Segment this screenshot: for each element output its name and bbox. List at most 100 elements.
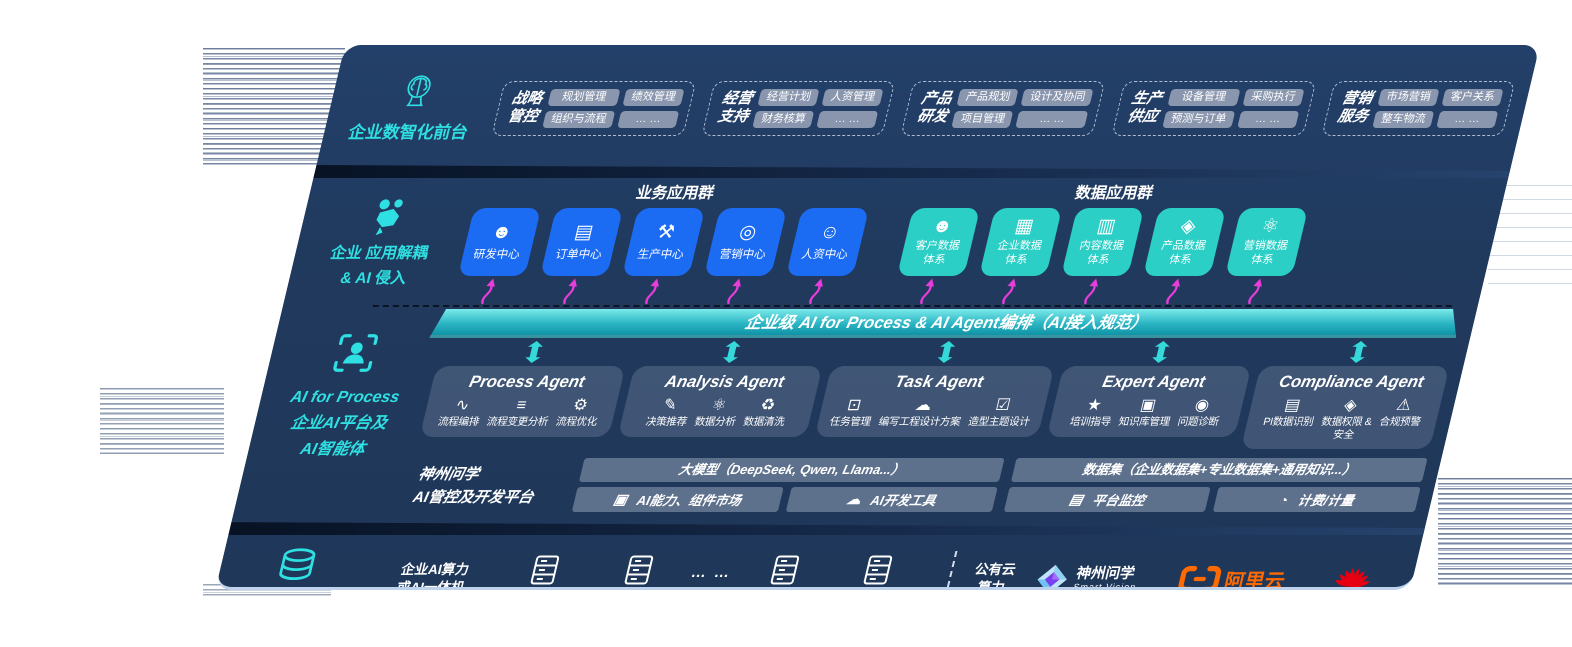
clipboard-icon: ▤ <box>572 221 596 243</box>
card-production-center: ⚒ 生产中心 <box>621 208 706 276</box>
group-marketing-service: 营销 服务 市场营销 客户关系 整车物流 … … <box>1321 80 1516 136</box>
module-pill: 采购执行 <box>1242 88 1305 106</box>
flow-arrow-icon <box>562 277 580 305</box>
flow-arrow-icon <box>1001 277 1019 305</box>
decoupling-label-zone: 企业 应用解耦 & AI 侵入 <box>283 181 481 305</box>
huawei-logo: HUAWEI <box>1322 558 1384 590</box>
server-ai-appliance: AI一体机 <box>850 555 903 590</box>
ai-for-process-line3: AI智能体 <box>298 441 367 458</box>
knowledge-stack-icon: ▣ <box>1138 397 1158 414</box>
flow-chart-icon: ∿ <box>453 397 472 414</box>
training-icon: ★ <box>1085 397 1104 414</box>
compliance-agent-box: Compliance Agent ▤ PI数据识别 ◈ 数据权限 & 安全 ⚠ 合规预… <box>1241 366 1450 450</box>
billing-cell: ◔ 计费/计量 <box>1213 487 1421 513</box>
ellipsis: … … <box>689 563 734 581</box>
server-datacenter: 数据中心 <box>516 555 569 590</box>
flow-arrow-icon <box>726 277 744 305</box>
ai-for-process-line2: 企业AI平台及 <box>288 415 389 432</box>
process-agent-col: Process Agent ∿ 流程编排 ≡ 流程变更分析 ⚙ 流程优化 <box>417 339 632 449</box>
infra-label-zone: AI基础算力 <box>215 547 377 590</box>
module-pill: 绩效管理 <box>622 88 685 106</box>
module-pill: 市场营销 <box>1377 88 1440 106</box>
module-pill: 客户关系 <box>1441 88 1504 106</box>
team-icon: ☻ <box>489 221 515 243</box>
books-icon: ▥ <box>1094 216 1118 238</box>
platform-label: 神州问学 AI管控及开发平台 <box>411 466 536 507</box>
group-title: 支持 <box>716 108 751 125</box>
ai-orchestration-banner: 企业级 AI for Process & AI Agent编排（AI接入规范） <box>429 309 1463 338</box>
flower-icon <box>1333 567 1371 588</box>
database-icon <box>279 548 316 580</box>
data-app-group: 数据应用群 ☻ 客户数据 体系 ▦ 企业数据 体系 ▥ 内容数据 体系 <box>890 181 1315 305</box>
server-datacenter: 数据中心 <box>610 555 663 590</box>
card-order-center: ▤ 订单中心 <box>539 208 624 276</box>
double-arrow-icon <box>524 341 544 363</box>
cloud-edit-icon: ☁ <box>913 397 934 414</box>
business-group-title: 业务应用群 <box>634 185 716 202</box>
front-office-label: 企业数智化前台 <box>346 123 470 142</box>
module-pill: 组织与流程 <box>542 110 616 128</box>
building-icon: ▦ <box>1012 216 1036 238</box>
public-cloud-label: 公有云 算力 <box>973 561 1018 590</box>
infrastructure-row: AI基础算力 企业AI算力 或AI一体机 数据中心 数据中心 … … AI一体机 <box>215 538 1422 590</box>
task-agent-box: Task Agent ⊡ 任务管理 ☁ 编写工程设计方案 ☑ 造型主题设计 <box>814 366 1055 437</box>
module-pill: 设计及协同 <box>1021 88 1095 106</box>
group-title: 营销 <box>1340 90 1375 107</box>
dataset-half: 数据集（企业数据集+专业数据集+通用知识...） ▤ 平台监控 ◔ 计费/计量 <box>1003 458 1428 513</box>
decor-stripes-right-bottom <box>1438 478 1572 586</box>
dev-tools-icon: ☁ <box>845 491 863 508</box>
module-pill: 财务核算 <box>752 110 815 128</box>
flow-arrow-icon <box>1247 277 1265 305</box>
analysis-agent-col: Analysis Agent ✎ 决策推荐 ⚛ 数据分析 ♻ 数据清洗 <box>614 339 829 449</box>
alert-icon: ⚠ <box>1394 397 1414 414</box>
module-pill: 项目管理 <box>951 110 1014 128</box>
card-marketing-data: ⚛ 营销数据 体系 <box>1224 208 1309 276</box>
ai-tools-cell: ☁ AI开发工具 <box>785 487 998 513</box>
flow-arrow-icon <box>644 277 662 305</box>
server-ai-appliance: AI一体机 <box>756 555 809 590</box>
expert-agent-box: Expert Agent ★ 培训指导 ▣ 知识库管理 ◉ 问题诊断 <box>1046 366 1252 437</box>
module-pill: 产品规划 <box>957 88 1020 106</box>
ai-for-process-label-zone: AI for Process 企业AI平台及 AI智能体 <box>234 307 451 512</box>
double-arrow-icon <box>722 341 742 363</box>
module-pill: … … <box>617 110 680 128</box>
id-card-icon: ▤ <box>1282 397 1302 414</box>
module-pill: … … <box>1015 110 1089 128</box>
card-marketing-center: ◎ 营销中心 <box>703 208 788 276</box>
aliyun-logo: 阿里云 <box>1177 565 1289 590</box>
diagnosis-icon: ◉ <box>1193 397 1212 414</box>
platform-row: 神州问学 AI管控及开发平台 大模型（DeepSeek, Qwen, Llama… <box>402 458 1428 513</box>
szwx-logo: 神州问学 Smart Vision <box>1031 563 1142 590</box>
flow-arrow-icon <box>919 277 937 305</box>
module-pill: … … <box>816 110 879 128</box>
card-enterprise-data: ▦ 企业数据 体系 <box>978 208 1063 276</box>
card-product-data: ◈ 产品数据 体系 <box>1142 208 1227 276</box>
brain-head-icon <box>406 75 431 107</box>
model-half: 大模型（DeepSeek, Qwen, Llama...） ▣ AI能力、组件市… <box>571 458 1005 513</box>
module-pill: 整车物流 <box>1372 110 1435 128</box>
module-pill: 人资管理 <box>821 88 884 106</box>
architecture-panel: 企业数智化前台 战略 管控 规划管理 绩效管理 组织与流程 … … <box>215 45 1540 590</box>
group-title: 战略 <box>510 90 545 107</box>
step-divider <box>228 522 1426 535</box>
step-divider <box>313 165 1511 178</box>
diamond-icon <box>1037 564 1067 590</box>
task-agent-col: Task Agent ⊡ 任务管理 ☁ 编写工程设计方案 ☑ 造型主题设计 <box>812 339 1061 449</box>
module-pill: 预测与订单 <box>1162 110 1236 128</box>
double-arrow-icon <box>1348 341 1368 363</box>
target-icon: ◎ <box>737 221 759 243</box>
double-arrow-icon <box>1151 341 1171 363</box>
person-scan-icon <box>333 334 378 372</box>
person-icon: ☻ <box>929 216 955 238</box>
group-title: 研发 <box>915 108 950 125</box>
analysis-agent-box: Analysis Agent ✎ 决策推荐 ⚛ 数据分析 ♻ 数据清洗 <box>617 366 823 437</box>
person-flow-icon: ☺ <box>817 221 843 243</box>
group-title: 生产 <box>1129 90 1164 107</box>
flow-arrow-icon <box>480 277 498 305</box>
group-operation-support: 经营 支持 经营计划 人资管理 财务核算 … … <box>701 80 896 136</box>
atom-icon: ⚛ <box>709 397 729 414</box>
molecule-icon <box>375 199 403 236</box>
module-pill: 规划管理 <box>547 88 621 106</box>
conveyor-icon: ⚙ <box>571 397 590 414</box>
